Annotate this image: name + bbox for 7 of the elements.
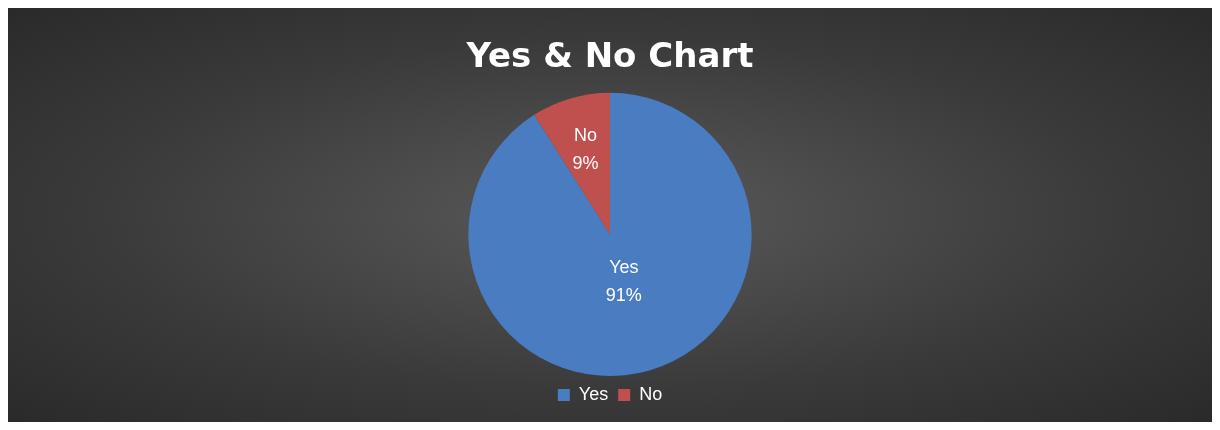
data-label: 91% xyxy=(605,284,642,305)
data-label: 9% xyxy=(572,153,599,174)
chart-title: Yes & No Chart xyxy=(465,35,754,76)
legend-label: No xyxy=(639,383,663,404)
legend-label: Yes xyxy=(578,383,609,404)
slice-label: No xyxy=(574,125,598,146)
slice-label: Yes xyxy=(609,256,639,277)
